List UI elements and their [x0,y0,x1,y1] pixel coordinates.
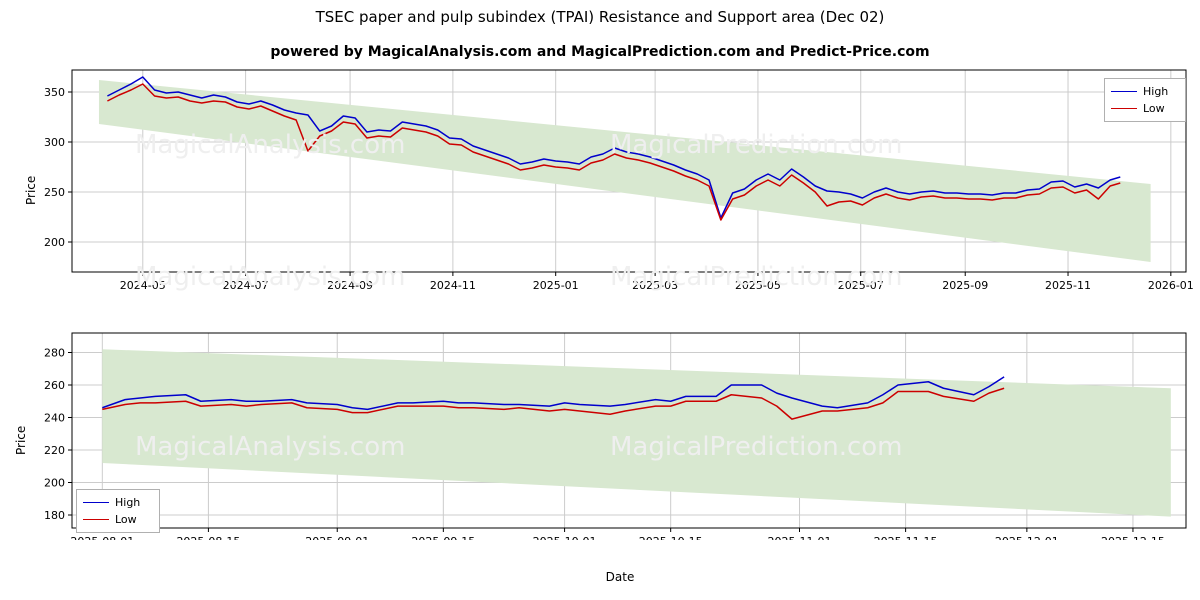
svg-text:2024-07: 2024-07 [223,279,269,292]
svg-text:2025-10-15: 2025-10-15 [639,535,703,540]
svg-text:180: 180 [44,509,65,522]
svg-text:250: 250 [44,186,65,199]
bottom-legend: High Low [76,489,160,533]
page-title: TSEC paper and pulp subindex (TPAI) Resi… [315,8,885,26]
svg-text:2025-07: 2025-07 [838,279,884,292]
legend-row-high: High [1111,83,1179,100]
bottom-yaxis-label: Price [14,425,28,455]
svg-text:2024-09: 2024-09 [327,279,373,292]
svg-text:2025-11-01: 2025-11-01 [768,535,832,540]
legend-label-low: Low [1143,102,1165,115]
svg-text:2025-11-15: 2025-11-15 [874,535,938,540]
legend-label-high: High [1143,85,1169,98]
svg-text:2025-12-15: 2025-12-15 [1101,535,1165,540]
legend-row-low-2: Low [83,511,153,528]
legend-label-low-2: Low [115,513,137,526]
svg-text:2025-08-15: 2025-08-15 [176,535,240,540]
top-legend: High Low [1104,78,1186,122]
legend-line-low [1111,108,1137,109]
svg-text:2025-12-01: 2025-12-01 [995,535,1059,540]
legend-label-high-2: High [115,496,141,509]
svg-text:350: 350 [44,86,65,99]
svg-text:2025-09: 2025-09 [942,279,988,292]
legend-line-high-2 [83,502,109,503]
top-chart-panel: 200 250 300 350 2024-05 2024-07 2024-09 2024-11… [0,60,1200,310]
svg-text:300: 300 [44,136,65,149]
svg-text:2025-10-01: 2025-10-01 [533,535,597,540]
svg-text:2024-11: 2024-11 [430,279,476,292]
svg-text:2025-09-15: 2025-09-15 [411,535,475,540]
svg-text:2025-01: 2025-01 [533,279,579,292]
svg-text:200: 200 [44,236,65,249]
svg-text:2026-01: 2026-01 [1148,279,1194,292]
legend-line-low-2 [83,519,109,520]
legend-row-low: Low [1111,100,1179,117]
svg-text:260: 260 [44,379,65,392]
svg-text:2025-05: 2025-05 [735,279,781,292]
legend-line-high [1111,91,1137,92]
svg-text:2025-11: 2025-11 [1045,279,1091,292]
svg-text:2024-05: 2024-05 [120,279,166,292]
bottom-xaxis-label: Date [605,570,635,584]
bottom-chart-svg: 180 200 220 240 260 280 2025-08-01 2025-08-15 20… [44,332,1187,540]
svg-text:280: 280 [44,347,65,360]
svg-text:220: 220 [44,444,65,457]
top-chart-svg: 200 250 300 350 2024-05 2024-07 2024-09 2024-11… [44,69,1194,292]
svg-text:2025-08-01: 2025-08-01 [70,535,134,540]
legend-row-high-2: High [83,494,153,511]
page-subtitle: powered by MagicalAnalysis.com and Magic… [270,44,930,60]
svg-text:200: 200 [44,477,65,490]
svg-text:240: 240 [44,412,65,425]
svg-text:2025-03: 2025-03 [632,279,678,292]
top-yaxis-label: Price [24,175,38,205]
bottom-chart-panel: 180 200 220 240 260 280 2025-08-01 2025-08-15 20… [0,325,1200,540]
svg-text:2025-09-01: 2025-09-01 [305,535,369,540]
